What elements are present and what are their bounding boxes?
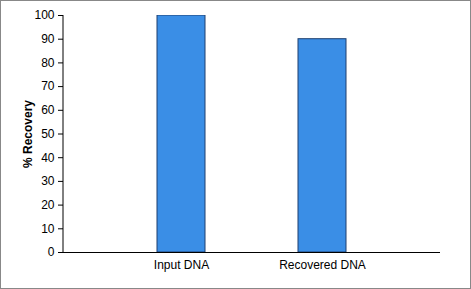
svg-text:100: 100 bbox=[34, 8, 54, 22]
svg-text:90: 90 bbox=[41, 32, 55, 46]
svg-text:Recovered DNA: Recovered DNA bbox=[279, 258, 366, 272]
svg-text:40: 40 bbox=[41, 151, 55, 165]
svg-text:0: 0 bbox=[48, 245, 55, 259]
svg-text:% Recovery: % Recovery bbox=[21, 100, 35, 168]
svg-text:50: 50 bbox=[41, 127, 55, 141]
svg-text:10: 10 bbox=[41, 222, 55, 236]
svg-text:30: 30 bbox=[41, 174, 55, 188]
svg-text:20: 20 bbox=[41, 198, 55, 212]
svg-text:Input DNA: Input DNA bbox=[154, 258, 209, 272]
svg-text:80: 80 bbox=[41, 56, 55, 70]
svg-text:60: 60 bbox=[41, 103, 55, 117]
svg-text:70: 70 bbox=[41, 79, 55, 93]
